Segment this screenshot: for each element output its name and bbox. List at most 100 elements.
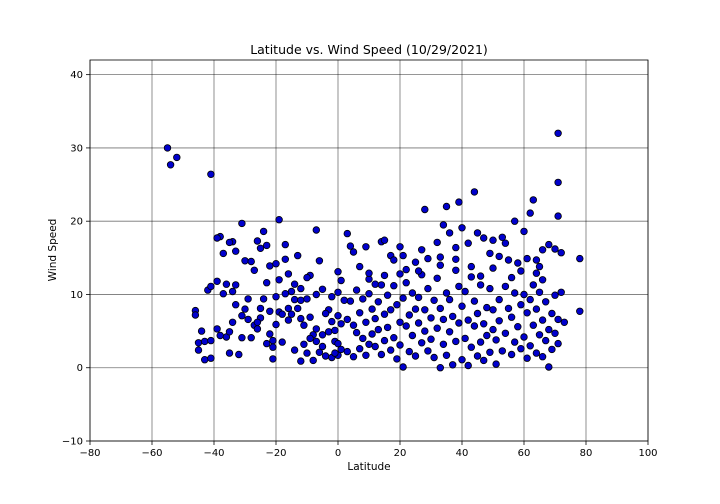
data-point — [402, 279, 410, 287]
data-point — [489, 325, 497, 334]
data-point — [495, 295, 503, 304]
data-point — [256, 304, 265, 313]
data-point — [414, 319, 423, 327]
data-point — [498, 233, 506, 241]
data-point — [300, 321, 308, 329]
data-point — [213, 234, 221, 242]
data-point — [470, 297, 479, 305]
data-point — [207, 170, 215, 178]
data-point — [328, 317, 336, 326]
data-point — [526, 209, 534, 217]
data-point — [356, 262, 364, 271]
data-point — [318, 285, 327, 293]
data-point — [445, 295, 454, 304]
data-point — [424, 347, 432, 355]
data-point — [455, 319, 463, 327]
data-point — [514, 323, 522, 331]
data-point — [244, 315, 252, 324]
data-point — [365, 269, 373, 277]
data-point — [368, 305, 376, 313]
data-point — [297, 296, 305, 304]
data-point — [346, 242, 355, 250]
data-point — [275, 215, 283, 224]
data-point — [275, 276, 283, 284]
data-point — [511, 289, 519, 297]
data-point — [272, 293, 280, 301]
data-point — [287, 287, 296, 296]
x-tick-label: 80 — [580, 448, 593, 459]
x-tick-label: 100 — [638, 448, 657, 459]
axis-ticks: −80 −60 −40 −20 0 20 40 60 80 100 −10 0 10 20 30 40 — [62, 70, 658, 459]
data-point — [393, 301, 401, 309]
data-point — [473, 229, 482, 237]
data-point — [507, 350, 516, 359]
data-point — [253, 325, 262, 333]
data-point — [306, 334, 314, 343]
data-point — [439, 315, 448, 324]
data-point — [200, 337, 209, 346]
data-point — [511, 338, 519, 346]
data-point — [442, 351, 451, 359]
data-point — [464, 239, 472, 247]
data-point — [387, 346, 395, 354]
data-point — [266, 262, 274, 270]
data-point — [442, 289, 451, 297]
data-point — [548, 345, 556, 354]
x-tick-label: −60 — [141, 448, 162, 459]
data-point — [374, 298, 382, 306]
data-point — [470, 322, 479, 330]
data-point — [207, 354, 215, 362]
data-point — [445, 229, 454, 237]
data-point — [396, 270, 404, 278]
data-point — [452, 255, 460, 263]
data-point — [272, 260, 280, 268]
data-point — [399, 363, 407, 371]
data-point — [334, 312, 342, 320]
data-point — [399, 251, 407, 260]
data-point — [439, 340, 448, 348]
x-axis-label: Latitude — [347, 461, 390, 473]
data-point — [529, 321, 537, 329]
data-point — [452, 337, 460, 346]
data-point — [554, 212, 562, 220]
data-point — [343, 315, 351, 324]
data-point — [520, 290, 528, 299]
data-point — [480, 320, 488, 328]
data-point — [408, 289, 417, 297]
data-point — [458, 224, 466, 232]
data-point — [343, 347, 351, 356]
data-point — [238, 334, 246, 342]
data-point — [194, 346, 203, 354]
data-point — [334, 339, 342, 348]
data-point — [486, 348, 494, 356]
data-point — [535, 262, 544, 271]
data-point — [278, 338, 286, 346]
data-point — [483, 331, 491, 340]
data-point — [390, 334, 398, 342]
data-point — [523, 309, 531, 317]
data-point — [486, 284, 494, 293]
data-point — [297, 357, 305, 365]
data-point — [445, 328, 454, 336]
data-point — [340, 296, 348, 304]
data-point — [281, 255, 289, 263]
data-point — [442, 202, 451, 211]
data-point — [303, 295, 311, 303]
data-point — [538, 246, 547, 254]
data-point — [449, 361, 457, 369]
data-point — [241, 305, 249, 313]
data-point — [269, 355, 277, 363]
data-point — [517, 345, 525, 353]
data-point — [489, 306, 497, 314]
data-point — [545, 240, 553, 249]
data-point — [371, 314, 379, 323]
data-point — [349, 248, 358, 256]
data-point — [554, 178, 562, 187]
data-point — [371, 280, 379, 288]
data-point — [337, 345, 345, 354]
x-tick-label: 40 — [456, 448, 469, 459]
data-point — [368, 330, 376, 338]
data-point — [278, 310, 286, 318]
data-point — [501, 239, 510, 247]
data-point — [517, 267, 525, 275]
